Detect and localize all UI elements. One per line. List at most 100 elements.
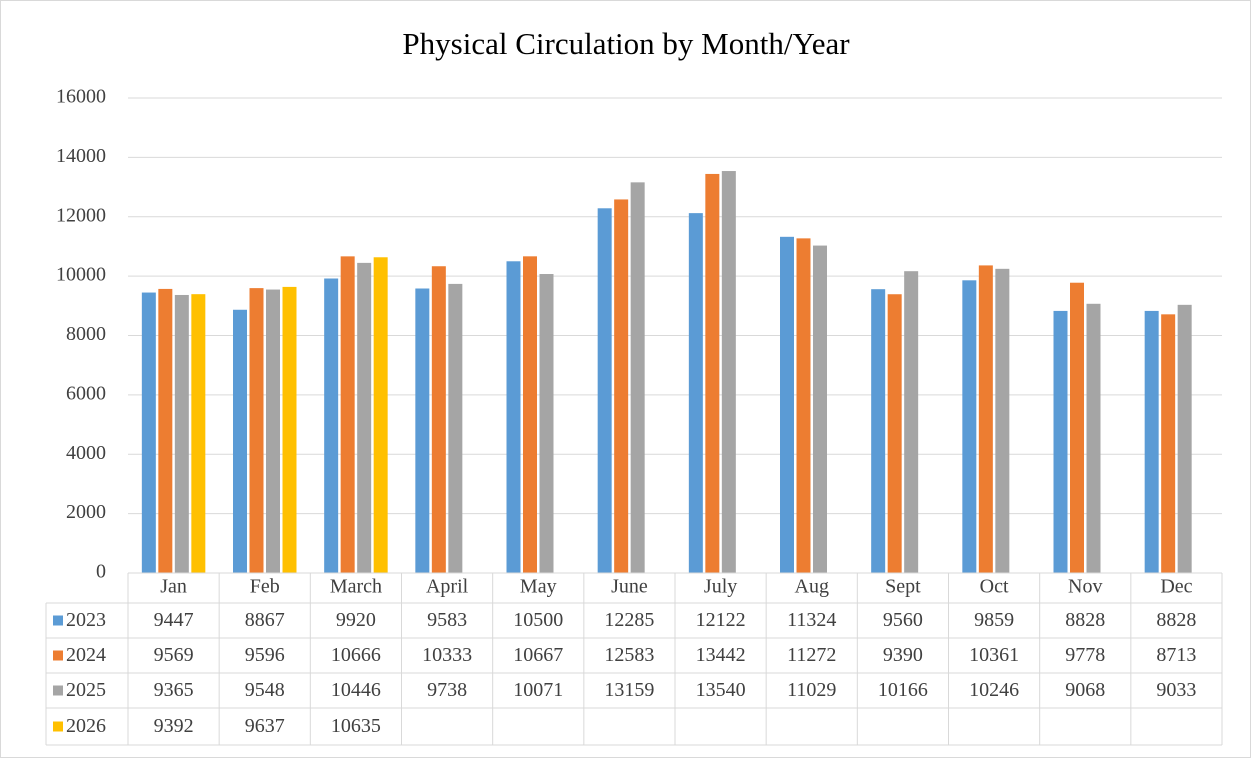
x-tick-label: Feb xyxy=(250,576,280,598)
bar xyxy=(813,245,827,573)
y-tick-label: 8000 xyxy=(66,323,106,345)
bar xyxy=(688,213,703,574)
table-value: 9738 xyxy=(427,679,467,701)
table-value: 9920 xyxy=(336,609,376,631)
bar xyxy=(448,283,463,573)
x-tick-label: Sept xyxy=(885,576,921,598)
bar xyxy=(233,309,247,573)
y-tick-label: 4000 xyxy=(66,442,106,464)
table-value: 10666 xyxy=(331,644,381,666)
x-tick-label: Dec xyxy=(1160,576,1192,598)
bar xyxy=(1144,310,1159,573)
bar xyxy=(282,286,297,573)
table-value: 11272 xyxy=(787,644,836,666)
table-value: 9390 xyxy=(883,644,923,666)
table-value: 12285 xyxy=(604,609,654,631)
bar xyxy=(431,266,446,573)
bar xyxy=(523,256,537,573)
bar xyxy=(415,288,430,573)
legend-swatch xyxy=(53,615,63,626)
legend-label: 2024 xyxy=(66,644,106,666)
bar xyxy=(962,280,977,573)
table-value: 9392 xyxy=(154,715,194,737)
table-value: 9033 xyxy=(1156,679,1196,701)
bar xyxy=(141,292,156,573)
bar xyxy=(539,274,554,573)
bar xyxy=(340,256,355,573)
legend-swatch xyxy=(53,685,63,696)
y-tick-label: 14000 xyxy=(56,145,106,167)
y-tick-label: 6000 xyxy=(66,382,106,404)
bar xyxy=(904,271,919,573)
table-value: 10333 xyxy=(422,644,472,666)
x-tick-label: March xyxy=(330,576,382,598)
y-tick-label: 0 xyxy=(96,561,106,583)
bar xyxy=(174,294,189,573)
bar xyxy=(266,289,280,573)
table-value: 13442 xyxy=(696,644,746,666)
bar xyxy=(780,236,794,573)
table-value: 9583 xyxy=(427,609,467,631)
bar xyxy=(887,294,902,573)
x-tick-label: June xyxy=(611,576,648,598)
chart-title: Physical Circulation by Month/Year xyxy=(402,26,850,61)
table-value: 11029 xyxy=(787,679,836,701)
bar xyxy=(158,288,173,573)
table-value: 8828 xyxy=(1156,609,1196,631)
table-value: 9365 xyxy=(154,679,194,701)
legend-label: 2026 xyxy=(66,715,106,737)
bar xyxy=(796,238,811,574)
table-value: 9447 xyxy=(154,609,194,631)
table-value: 9778 xyxy=(1065,644,1105,666)
x-tick-label: Aug xyxy=(795,576,829,598)
bar xyxy=(721,171,736,573)
x-tick-label: April xyxy=(426,576,469,598)
bar xyxy=(357,262,372,573)
table-value: 9548 xyxy=(245,679,285,701)
bar xyxy=(705,173,720,574)
x-tick-label: Jan xyxy=(160,576,187,598)
bar xyxy=(1086,303,1101,573)
bar xyxy=(1177,304,1192,573)
bar xyxy=(1161,314,1176,573)
table-value: 10500 xyxy=(513,609,563,631)
bar xyxy=(995,268,1010,573)
bar xyxy=(191,294,206,573)
legend-label: 2023 xyxy=(66,609,106,631)
table-value: 10071 xyxy=(513,679,563,701)
table-value: 10446 xyxy=(331,679,381,701)
bar xyxy=(1070,282,1084,573)
table-value: 9560 xyxy=(883,609,923,631)
bar xyxy=(614,199,629,573)
table-value: 10635 xyxy=(331,715,381,737)
table-value: 9596 xyxy=(245,644,285,666)
legend-swatch xyxy=(53,721,63,732)
table-value: 8713 xyxy=(1156,644,1196,666)
table-value: 11324 xyxy=(787,609,836,631)
y-tick-label: 12000 xyxy=(56,204,106,226)
table-value: 9859 xyxy=(974,609,1014,631)
legend-swatch xyxy=(53,650,63,661)
table-value: 9068 xyxy=(1065,679,1105,701)
bar xyxy=(506,261,521,573)
x-tick-label: July xyxy=(704,576,737,598)
table-value: 10246 xyxy=(969,679,1019,701)
bar xyxy=(630,182,645,573)
table-value: 9637 xyxy=(245,715,285,737)
legend-label: 2025 xyxy=(66,679,106,701)
bar xyxy=(978,265,993,573)
bar xyxy=(373,257,388,573)
x-tick-label: Oct xyxy=(980,576,1009,598)
bar xyxy=(871,289,886,573)
table-value: 10667 xyxy=(513,644,563,666)
table-value: 13159 xyxy=(604,679,654,701)
table-value: 8867 xyxy=(245,609,285,631)
x-tick-label: Nov xyxy=(1068,576,1102,598)
table-value: 12583 xyxy=(604,644,654,666)
bar xyxy=(324,278,339,573)
y-tick-label: 16000 xyxy=(56,86,106,108)
table-value: 8828 xyxy=(1065,609,1105,631)
table-value: 10166 xyxy=(878,679,928,701)
